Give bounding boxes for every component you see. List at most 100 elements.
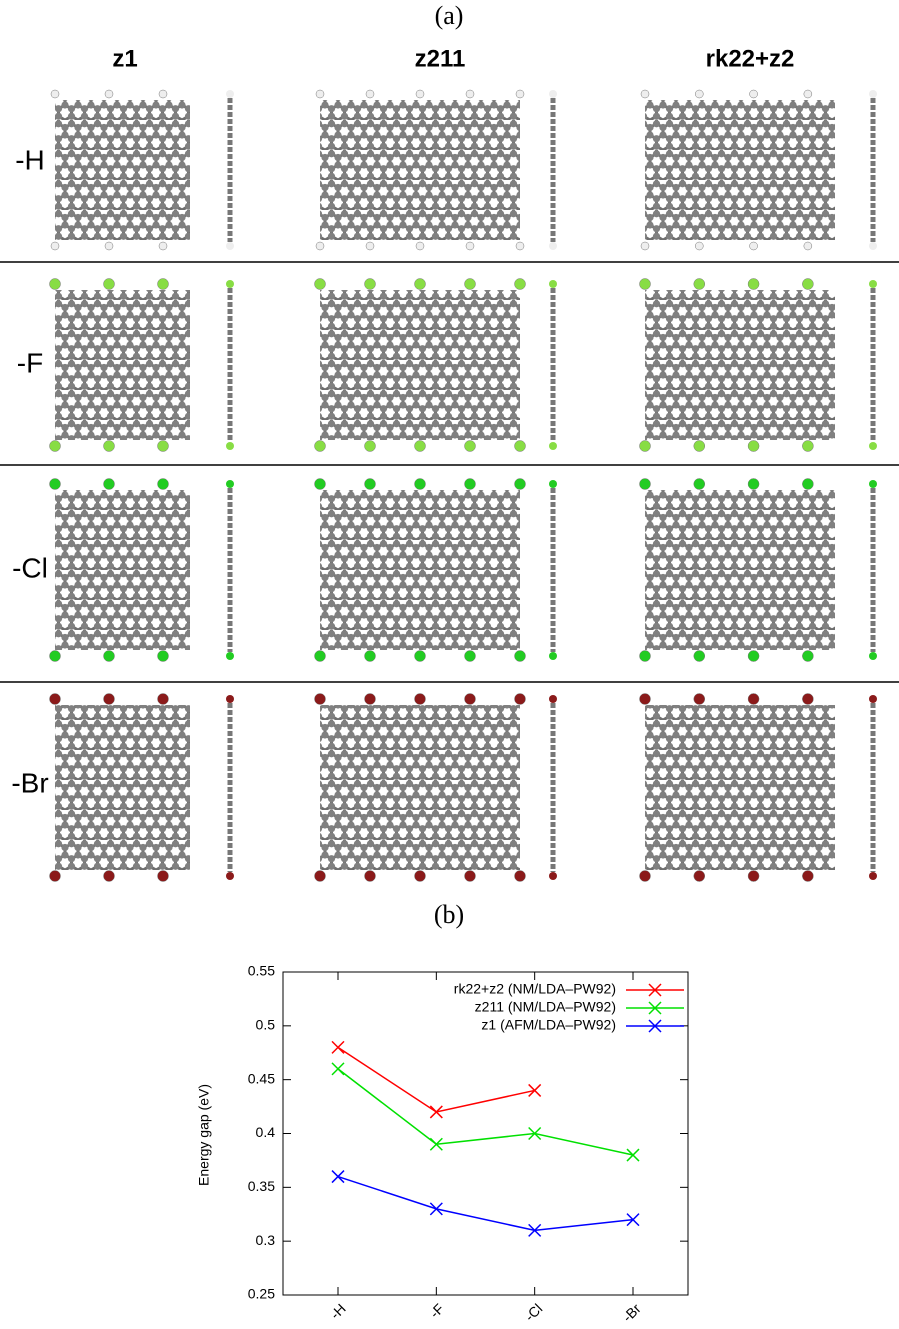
panel-a: (a) z1 z211 rk22+z2 -H -F -Cl -Br [0,1,899,882]
atom [314,478,326,490]
row-header: -F [17,347,43,378]
atom [639,870,651,882]
atom [693,870,706,882]
y-tick-label: 0.25 [248,1286,275,1302]
y-tick-label: 0.55 [248,963,275,979]
atom [414,440,426,452]
atom [104,241,114,251]
molecule-sheet [645,490,835,650]
atom [693,693,706,705]
atom [364,870,376,882]
atom [157,870,169,882]
atom [549,280,557,288]
atom [549,442,557,450]
point-marker [429,1137,443,1151]
point-marker [626,1213,640,1227]
atom [549,695,557,703]
atom [226,652,234,660]
atom [365,89,375,99]
molecule-sheet [55,290,190,440]
atom [514,478,526,490]
atom [365,241,375,251]
atom [157,440,169,452]
atom [464,870,476,882]
atom [103,693,115,705]
atom [747,278,760,290]
molecule-sheet [320,490,520,650]
y-tick-label: 0.4 [256,1124,276,1140]
atom [802,650,814,662]
atom [803,241,813,251]
atom [639,693,651,705]
atom [364,650,376,662]
y-tick-label: 0.45 [248,1070,275,1086]
atom [103,278,115,290]
atom [549,242,557,250]
atom [695,89,704,99]
atom [803,89,813,99]
atom [514,440,526,452]
atom [747,478,760,490]
atom [157,650,169,662]
y-tick-label: 0.3 [256,1232,276,1248]
atom [693,440,706,452]
atom [549,872,557,880]
legend-marker [648,1019,662,1033]
atom [640,241,650,251]
atom [869,442,877,450]
atom [749,241,758,251]
atom [315,241,325,251]
atom [414,693,426,705]
atom [515,241,525,251]
atom [514,870,526,882]
atom [639,478,651,490]
atom [549,652,557,660]
molecule-sheet [645,290,835,440]
molecule-sheet [320,705,520,870]
atom [465,89,475,99]
atom [802,478,814,490]
series-line [337,1046,535,1113]
legend-label: z1 (AFM/LDA–PW92) [481,1017,616,1033]
point-marker [528,1223,542,1237]
atom [157,478,169,490]
atom [802,440,814,452]
legend-label: z211 (NM/LDA–PW92) [475,999,616,1015]
row-header: -Cl [12,552,48,583]
atom [869,90,877,98]
atom [49,870,61,882]
atom [869,652,877,660]
atom [869,280,877,288]
atom [802,870,814,882]
atom [415,89,425,99]
y-tick-label: 0.5 [256,1017,276,1033]
x-tick-label: -H [327,1300,349,1322]
atom [49,278,61,290]
atom [693,278,706,290]
atom [693,478,706,490]
atom [157,278,169,290]
atom [549,480,557,488]
atom [226,442,234,450]
atom [50,241,60,251]
atom [226,90,234,98]
atom [514,693,526,705]
atom [103,440,115,452]
molecule-sheet [645,705,835,870]
atom [314,693,326,705]
atom [49,650,61,662]
atom [869,480,877,488]
atom [415,241,425,251]
atom [103,478,115,490]
atom [157,693,169,705]
atom [869,695,877,703]
column-header: z1 [112,45,137,72]
atom [226,242,234,250]
atom [364,440,376,452]
atom [749,89,758,99]
atom [364,278,376,290]
series-line [337,1175,634,1232]
x-tick-label: -Cl [521,1300,545,1324]
atom [869,872,877,880]
atom [226,280,234,288]
